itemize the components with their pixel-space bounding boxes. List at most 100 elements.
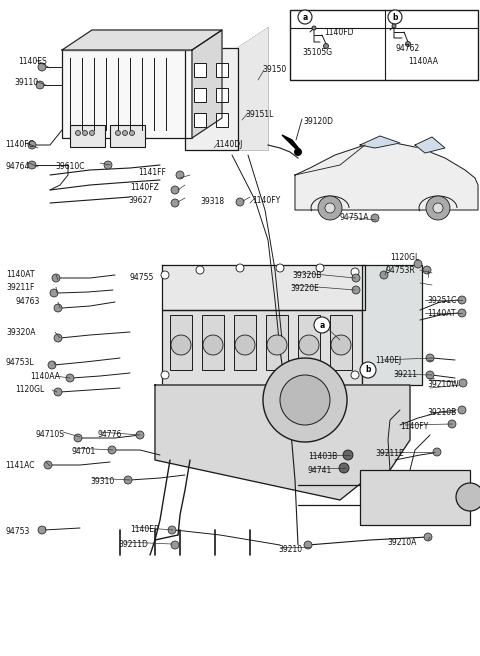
Text: 39318: 39318 (200, 197, 224, 206)
Text: 94755: 94755 (130, 273, 155, 282)
Circle shape (324, 43, 328, 49)
Text: a: a (319, 321, 324, 329)
Circle shape (294, 148, 302, 156)
Bar (330, 315, 352, 370)
Circle shape (343, 450, 353, 460)
Text: 1140FD: 1140FD (324, 28, 353, 37)
Circle shape (54, 304, 62, 312)
Text: 39310: 39310 (90, 477, 114, 486)
Bar (162, 310, 362, 385)
Text: 39150: 39150 (262, 65, 286, 74)
Circle shape (360, 362, 376, 378)
Circle shape (44, 461, 52, 469)
Text: 94753: 94753 (5, 527, 29, 536)
Circle shape (458, 296, 466, 304)
Circle shape (263, 358, 347, 442)
Text: 39211: 39211 (393, 370, 417, 379)
Circle shape (280, 375, 330, 425)
Text: 39120D: 39120D (303, 117, 333, 126)
Circle shape (235, 335, 255, 355)
Circle shape (325, 203, 335, 213)
Text: 94762: 94762 (395, 44, 419, 53)
Text: 94776: 94776 (98, 430, 122, 439)
Text: 1141AC: 1141AC (5, 461, 35, 470)
Circle shape (388, 10, 402, 24)
Text: 11403B: 11403B (308, 452, 337, 461)
Circle shape (312, 26, 316, 30)
Circle shape (108, 446, 116, 454)
Circle shape (351, 268, 359, 276)
Circle shape (276, 264, 284, 272)
Text: 39610C: 39610C (55, 162, 84, 171)
Circle shape (196, 266, 204, 274)
Circle shape (130, 131, 134, 136)
Circle shape (54, 388, 62, 396)
Bar (360, 470, 470, 525)
Circle shape (448, 420, 456, 428)
Text: 1120GL: 1120GL (15, 385, 44, 394)
Circle shape (104, 161, 112, 169)
Text: 1140AT: 1140AT (6, 270, 35, 279)
Bar (70, 125, 105, 147)
Circle shape (83, 131, 87, 136)
Circle shape (52, 274, 60, 282)
Text: 94751A: 94751A (340, 213, 370, 222)
Circle shape (36, 81, 44, 89)
Bar (362, 265, 422, 385)
Circle shape (351, 371, 359, 379)
Polygon shape (415, 137, 445, 153)
Bar (290, 10, 478, 80)
Circle shape (176, 171, 184, 179)
Text: 94741: 94741 (307, 466, 331, 475)
Circle shape (426, 354, 434, 362)
Circle shape (458, 406, 466, 414)
Circle shape (236, 264, 244, 272)
Circle shape (352, 274, 360, 282)
Text: 1140FY: 1140FY (252, 196, 280, 205)
Circle shape (161, 371, 169, 379)
Bar (194, 63, 206, 77)
Text: 1140AT: 1140AT (427, 309, 456, 318)
Polygon shape (282, 135, 300, 150)
Circle shape (54, 334, 62, 342)
Polygon shape (62, 30, 222, 50)
Polygon shape (192, 30, 222, 138)
Text: 39211D: 39211D (118, 540, 148, 549)
Bar (194, 113, 206, 127)
Text: 39210B: 39210B (427, 408, 456, 417)
Circle shape (161, 271, 169, 279)
Bar (298, 315, 320, 370)
Circle shape (456, 483, 480, 511)
Text: 1140FC: 1140FC (5, 140, 34, 149)
Text: 39220E: 39220E (290, 284, 319, 293)
Text: 94763: 94763 (15, 297, 39, 306)
Circle shape (171, 199, 179, 207)
Text: 94753L: 94753L (5, 358, 34, 367)
Circle shape (380, 271, 388, 279)
Bar (194, 88, 206, 102)
Circle shape (168, 526, 176, 534)
Polygon shape (360, 136, 400, 148)
Circle shape (171, 541, 179, 549)
Circle shape (423, 266, 431, 274)
Text: 1140FZ: 1140FZ (130, 183, 159, 192)
Text: 94710S: 94710S (35, 430, 64, 439)
Circle shape (28, 141, 36, 149)
Text: 1140AA: 1140AA (408, 57, 438, 66)
Text: 39151L: 39151L (245, 110, 274, 119)
Text: a: a (302, 12, 308, 22)
Bar (110, 125, 145, 147)
Circle shape (267, 335, 287, 355)
Text: 1140ES: 1140ES (18, 57, 47, 66)
Circle shape (298, 10, 312, 24)
Circle shape (89, 131, 95, 136)
Text: 1141FF: 1141FF (138, 168, 166, 177)
Text: 39251C: 39251C (427, 296, 456, 305)
Circle shape (236, 198, 244, 206)
Text: 1120GL: 1120GL (390, 253, 419, 262)
Text: 39320B: 39320B (292, 271, 322, 280)
Text: 1140FY: 1140FY (400, 422, 428, 431)
Text: 39210: 39210 (278, 545, 302, 554)
Circle shape (314, 317, 330, 333)
Polygon shape (162, 265, 365, 310)
